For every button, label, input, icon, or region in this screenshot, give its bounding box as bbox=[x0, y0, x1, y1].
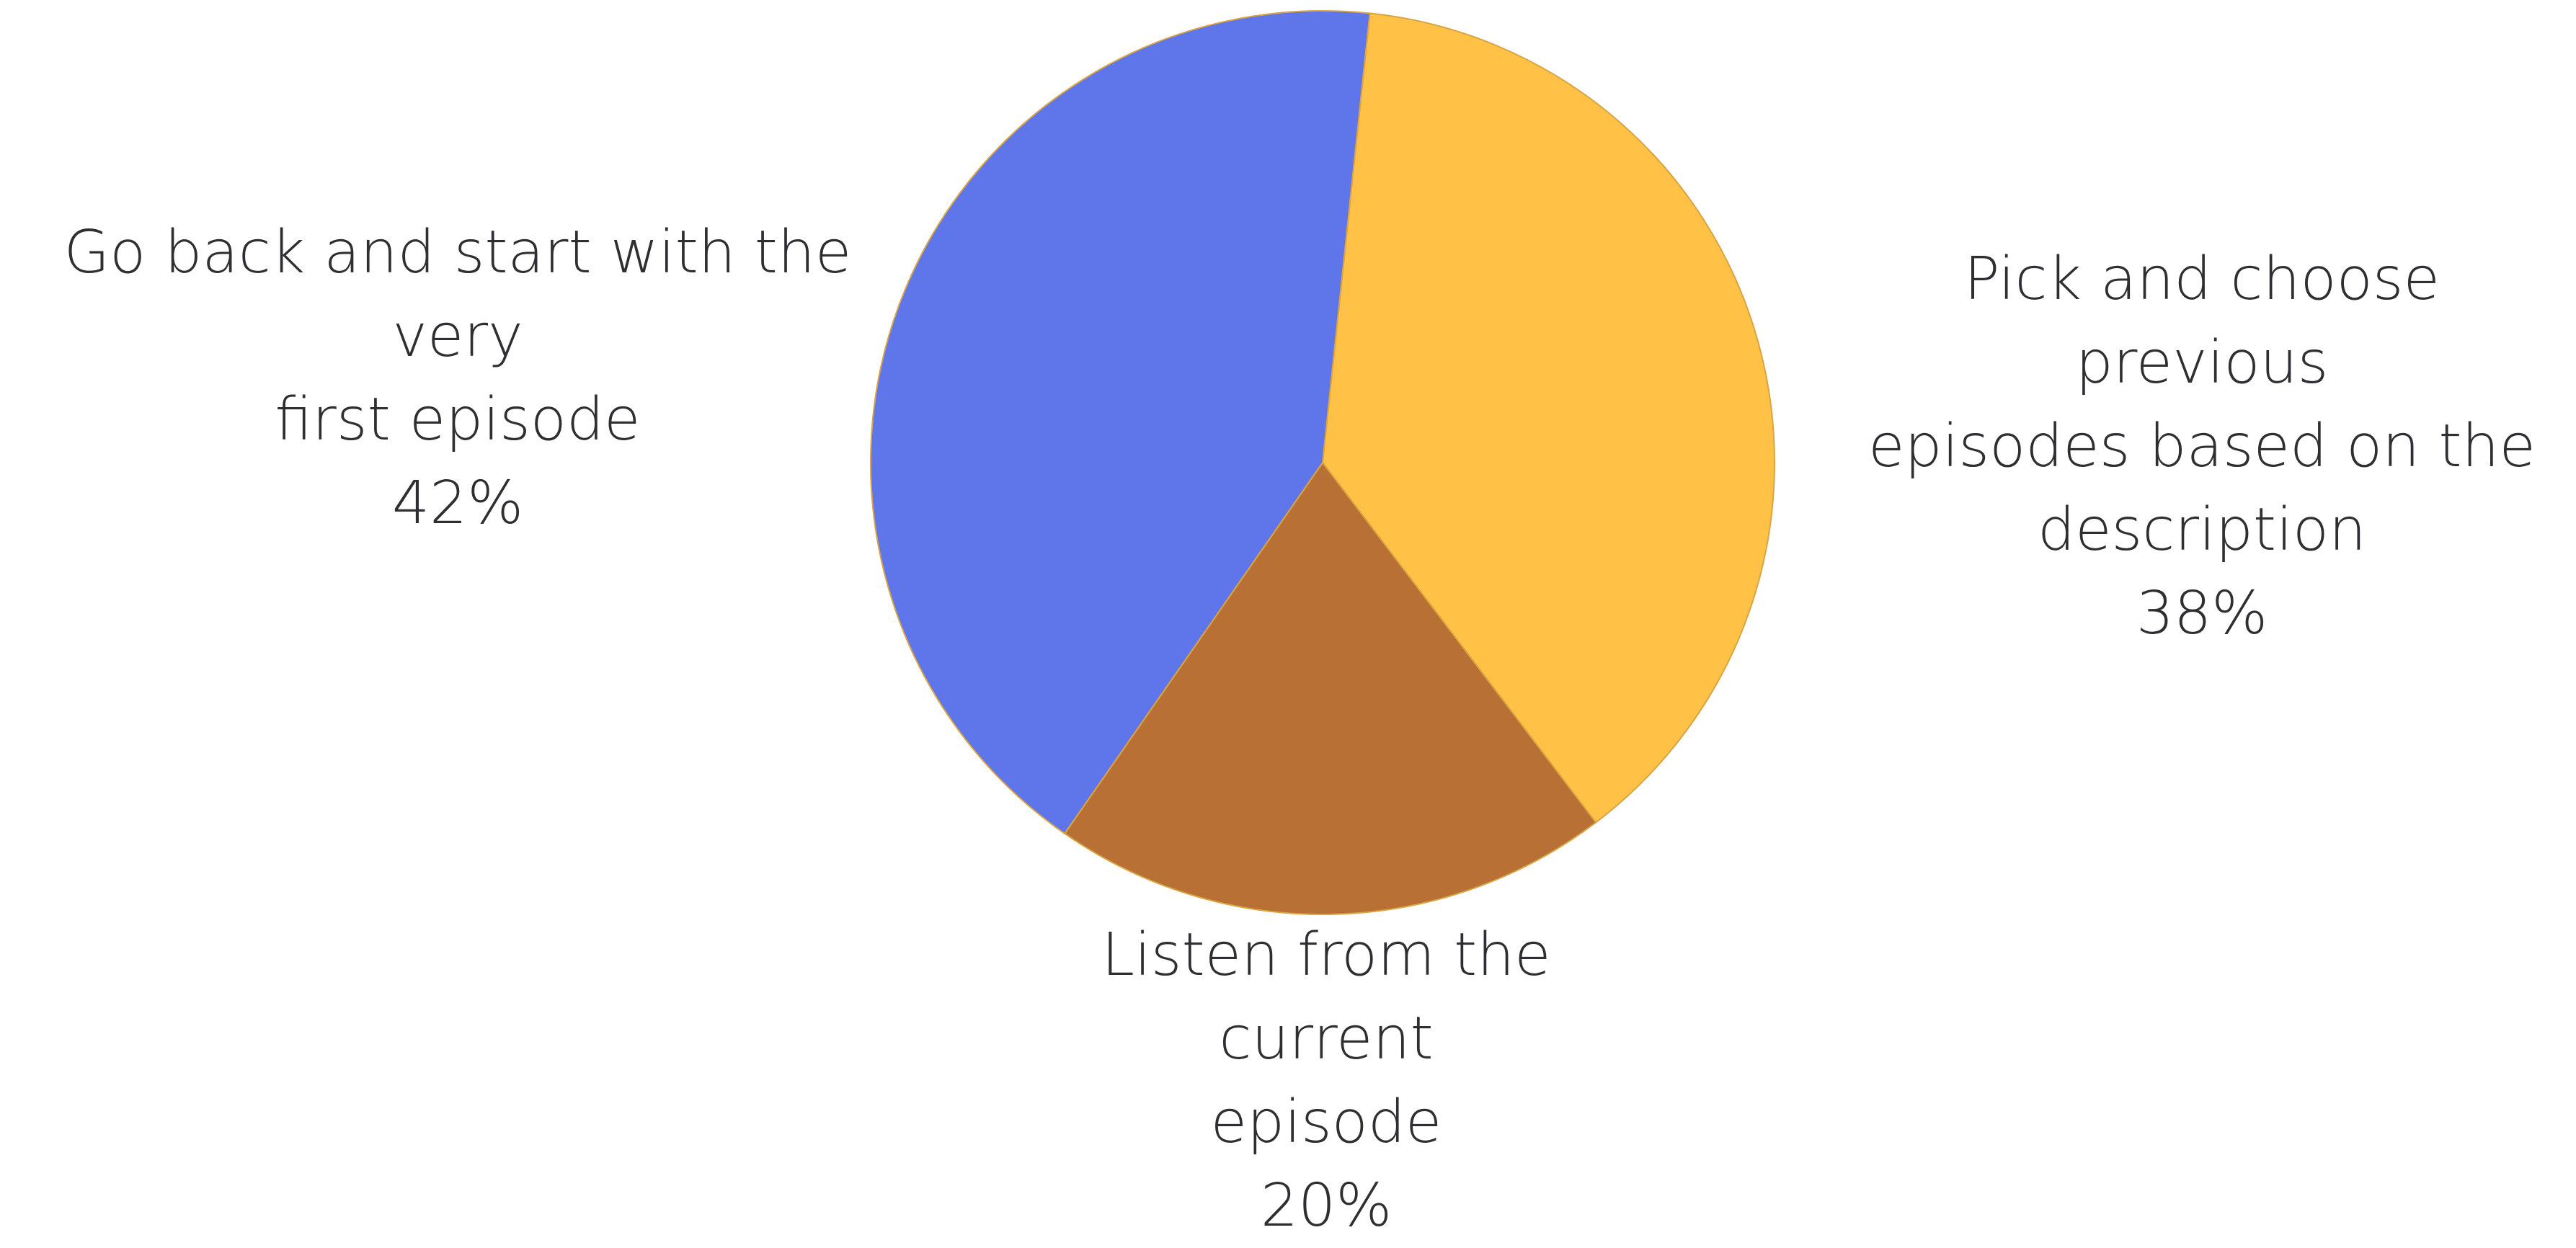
slice-label-line: first episode bbox=[275, 385, 641, 454]
slice-label-pick-and-choose: Pick and choose previous episodes based … bbox=[1834, 238, 2570, 656]
pie-slice-go-back-first bbox=[870, 10, 1371, 835]
slice-label-line: episodes based on the bbox=[1868, 412, 2536, 481]
slice-label-line: Listen from the current bbox=[1101, 921, 1551, 1073]
slice-percent-label: 42% bbox=[391, 469, 524, 538]
slice-percent-label: 20% bbox=[1260, 1172, 1393, 1240]
slice-label-line: episode bbox=[1210, 1088, 1442, 1156]
slice-label-line: Pick and choose previous bbox=[1964, 245, 2440, 397]
slice-label-go-back-first: Go back and start with the very first ep… bbox=[14, 211, 901, 545]
slice-label-line: description bbox=[2038, 496, 2366, 564]
pie-slice-listen-current bbox=[1063, 461, 1597, 915]
pie-slices bbox=[870, 10, 1775, 915]
slice-label-line: Go back and start with the very bbox=[63, 218, 852, 370]
pie-chart bbox=[870, 10, 1775, 915]
slice-label-listen-current: Listen from the current episode 20% bbox=[987, 914, 1665, 1248]
slice-percent-label: 38% bbox=[2136, 579, 2268, 648]
pie-slice-pick-and-choose bbox=[1321, 12, 1775, 824]
